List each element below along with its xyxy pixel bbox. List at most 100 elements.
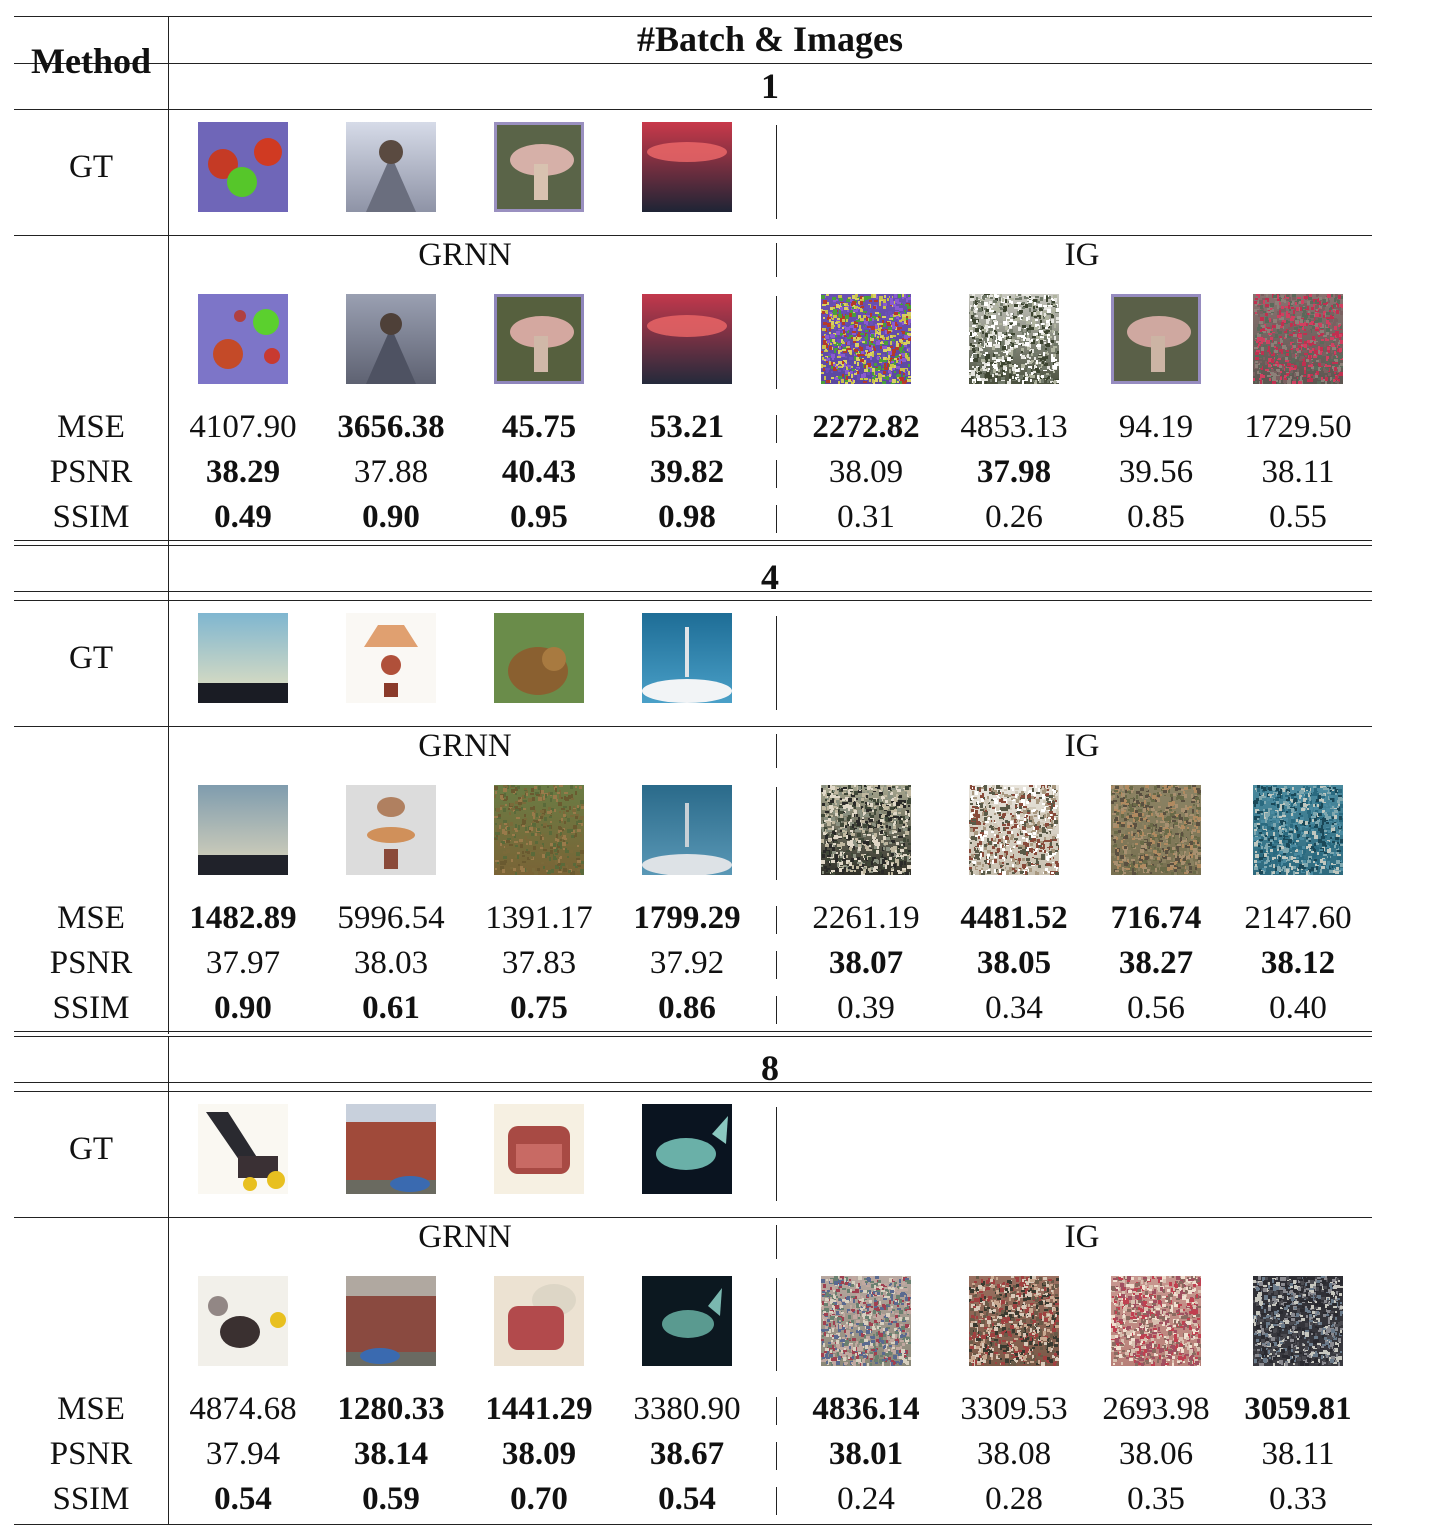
metric-value: 38.07	[828, 945, 904, 981]
batch-size-label: 1	[761, 66, 779, 106]
metric-value: 0.34	[985, 990, 1043, 1026]
metric-value: 37.94	[205, 1436, 281, 1472]
method-separator-line	[776, 1107, 777, 1201]
method-separator-line	[776, 1225, 777, 1259]
metric-value: 38.01	[828, 1436, 904, 1472]
method-column-divider	[168, 16, 169, 545]
metric-value: 38.06	[1118, 1436, 1194, 1472]
thumbnail-ig-noise-dark	[821, 785, 911, 875]
metric-value: 1280.33	[337, 1391, 445, 1427]
metric-value: 0.85	[1127, 499, 1185, 535]
method-separator-line	[776, 996, 777, 1024]
metric-value: 1391.17	[485, 900, 593, 936]
metric-label-mse: MSE	[57, 900, 125, 936]
metric-value: 0.54	[658, 1481, 716, 1517]
metric-value: 0.86	[658, 990, 716, 1026]
block-double-rule-a	[14, 540, 1372, 541]
ig-label: IG	[1064, 237, 1100, 273]
ig-label: IG	[1064, 1219, 1100, 1255]
method-separator-line	[776, 243, 777, 277]
metric-value: 3380.90	[633, 1391, 741, 1427]
metric-value: 1482.89	[189, 900, 297, 936]
metric-value: 716.74	[1110, 900, 1202, 936]
metric-value: 94.19	[1118, 409, 1194, 445]
metric-value: 37.83	[501, 945, 577, 981]
metric-value: 0.40	[1269, 990, 1327, 1026]
method-separator-line	[776, 460, 777, 488]
grnn-label: GRNN	[418, 237, 512, 273]
batch-size-label: 4	[761, 557, 779, 597]
gt-row-label: GT	[69, 640, 113, 676]
method-separator-line	[776, 1442, 777, 1470]
metric-value: 38.29	[205, 454, 281, 490]
metric-label-ssim: SSIM	[52, 499, 130, 535]
thumbnail-gt-road-tree	[346, 122, 436, 212]
metric-value: 0.98	[658, 499, 716, 535]
batch-size-label: 8	[761, 1048, 779, 1088]
metric-value: 1441.29	[485, 1391, 593, 1427]
method-column-divider	[168, 1055, 169, 1524]
metric-value: 4107.90	[189, 409, 297, 445]
metric-value: 2693.98	[1102, 1391, 1210, 1427]
thumbnail-gt-lawnmower	[198, 1104, 288, 1194]
metric-value: 0.33	[1269, 1481, 1327, 1517]
metric-label-ssim: SSIM	[52, 990, 130, 1026]
method-separator-line	[776, 415, 777, 443]
thumbnail-ig-noise-pink	[1111, 1276, 1201, 1366]
metric-value: 0.61	[362, 990, 420, 1026]
metric-value: 4481.52	[960, 900, 1068, 936]
thumbnail-gt-apples	[198, 122, 288, 212]
metric-value: 1729.50	[1244, 409, 1352, 445]
metric-value: 2261.19	[812, 900, 920, 936]
metric-value: 0.24	[837, 1481, 895, 1517]
thumbnail-grnn-apples-recon	[198, 294, 288, 384]
batch-row-rule	[14, 591, 1372, 592]
thumbnail-gt-turtle	[642, 1104, 732, 1194]
metric-value: 38.11	[1261, 1436, 1335, 1472]
thumbnail-grnn-road-tree-recon	[346, 294, 436, 384]
metric-value: 53.21	[649, 409, 725, 445]
metric-label-psnr: PSNR	[49, 1436, 133, 1472]
group-header: #Batch & Images	[637, 19, 903, 59]
method-column-divider	[168, 545, 169, 1034]
thumbnail-gt-house	[346, 1104, 436, 1194]
thumbnail-grnn-armchair-recon	[494, 1276, 584, 1366]
grnn-label: GRNN	[418, 728, 512, 764]
thumbnail-grnn-sunset-recon	[642, 294, 732, 384]
metric-value: 38.09	[501, 1436, 577, 1472]
method-separator-line	[776, 1487, 777, 1515]
gt-top-rule	[14, 1091, 1372, 1092]
thumbnail-ig-noise-dark-center	[1253, 1276, 1343, 1366]
method-separator-line	[776, 616, 777, 710]
thumbnail-grnn-turtle-recon	[642, 1276, 732, 1366]
metric-value: 38.12	[1260, 945, 1336, 981]
thumbnail-ig-noise-red-brown	[969, 1276, 1059, 1366]
metric-value: 1799.29	[633, 900, 741, 936]
metric-value: 45.75	[501, 409, 577, 445]
ig-label: IG	[1064, 728, 1100, 764]
gt-top-rule	[14, 109, 1372, 110]
metric-value: 0.35	[1127, 1481, 1185, 1517]
header-mid-rule	[14, 63, 1372, 64]
thumbnail-grnn-rocket-recon	[642, 785, 732, 875]
batch-row-rule	[14, 1082, 1372, 1083]
metric-value: 0.90	[362, 499, 420, 535]
method-header: Method	[31, 41, 151, 81]
metric-value: 0.49	[214, 499, 272, 535]
thumbnail-gt-lamp	[346, 613, 436, 703]
thumbnail-grnn-mushroom-recon	[494, 294, 584, 384]
metric-value: 0.59	[362, 1481, 420, 1517]
metric-value: 39.82	[649, 454, 725, 490]
table-top-rule	[14, 16, 1372, 17]
thumbnail-gt-armchair	[494, 1104, 584, 1194]
method-separator-line	[776, 125, 777, 219]
method-separator-line	[776, 906, 777, 934]
thumbnail-ig-noise-colorful	[821, 294, 911, 384]
metric-label-ssim: SSIM	[52, 1481, 130, 1517]
metric-value: 40.43	[501, 454, 577, 490]
gt-row-label: GT	[69, 149, 113, 185]
metric-value: 4836.14	[812, 1391, 920, 1427]
recon-top-rule	[14, 1217, 1372, 1218]
thumbnail-ig-noise-grey	[969, 294, 1059, 384]
thumbnail-gt-lion	[494, 613, 584, 703]
